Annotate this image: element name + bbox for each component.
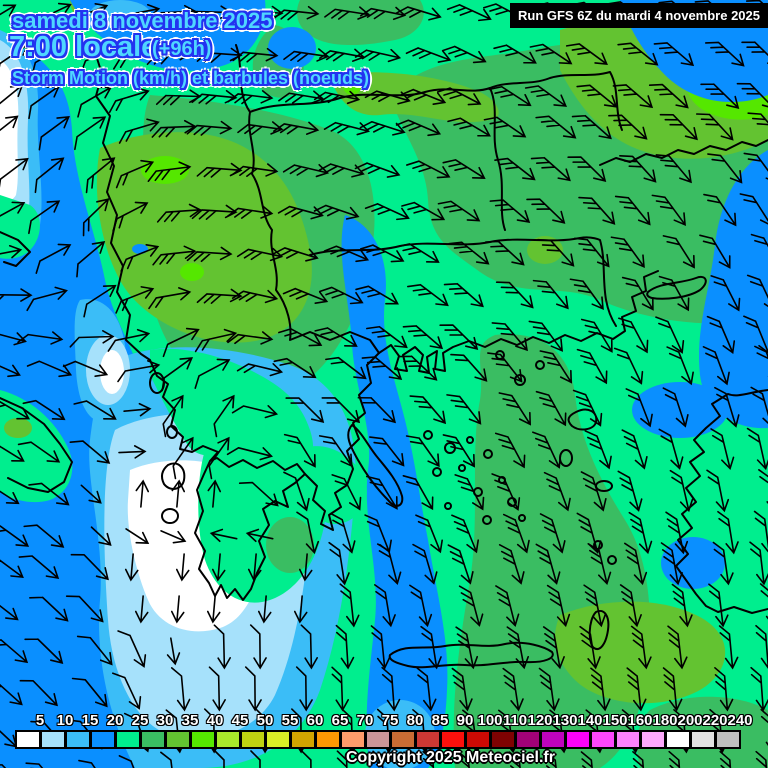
forecast-hour-offset: (+96h)	[152, 38, 212, 60]
balkan-west-coast	[94, 51, 306, 601]
cyclades-island	[466, 436, 474, 444]
zakynthos-island	[161, 508, 179, 524]
samothrace-island	[535, 360, 545, 370]
cyclades-island	[423, 430, 433, 440]
italy-salento-coast	[0, 397, 73, 493]
dodecanese-island	[607, 555, 617, 565]
kefalonia-island	[160, 462, 186, 490]
cyclades-island	[483, 449, 493, 459]
crete-coast	[388, 641, 554, 669]
cyclades-island	[444, 502, 452, 510]
cyclades-island	[432, 467, 442, 477]
map-parameter-subtitle: Storm Motion (km/h) et barbules (noeuds)	[12, 68, 370, 88]
euboea-island	[347, 424, 404, 507]
italy-gargano-coast	[0, 231, 31, 267]
forecast-time: 7:00 locale	[9, 31, 158, 63]
model-run-info: Run GFS 6Z du mardi 4 novembre 2025	[510, 3, 768, 28]
cyclades-island	[458, 464, 466, 472]
gulf-of-corinth-shore	[209, 457, 306, 475]
border-ns	[235, 44, 380, 354]
lesbos-island	[567, 408, 598, 431]
peloponnese-green-patch	[266, 517, 314, 573]
cyclades-island	[482, 515, 492, 525]
lefkada-island	[166, 425, 178, 439]
border-greece-bulgaria	[309, 236, 617, 327]
sea-of-marmara	[646, 276, 707, 300]
forecast-date: samedi 8 novembre 2025	[12, 8, 273, 33]
turkey-west-coast	[675, 389, 768, 614]
copyright-notice: Copyright 2025 Meteociel.fr	[346, 749, 555, 766]
land-olive-patch	[4, 418, 32, 438]
cyclades-island	[518, 514, 526, 522]
border-ne	[489, 71, 623, 131]
